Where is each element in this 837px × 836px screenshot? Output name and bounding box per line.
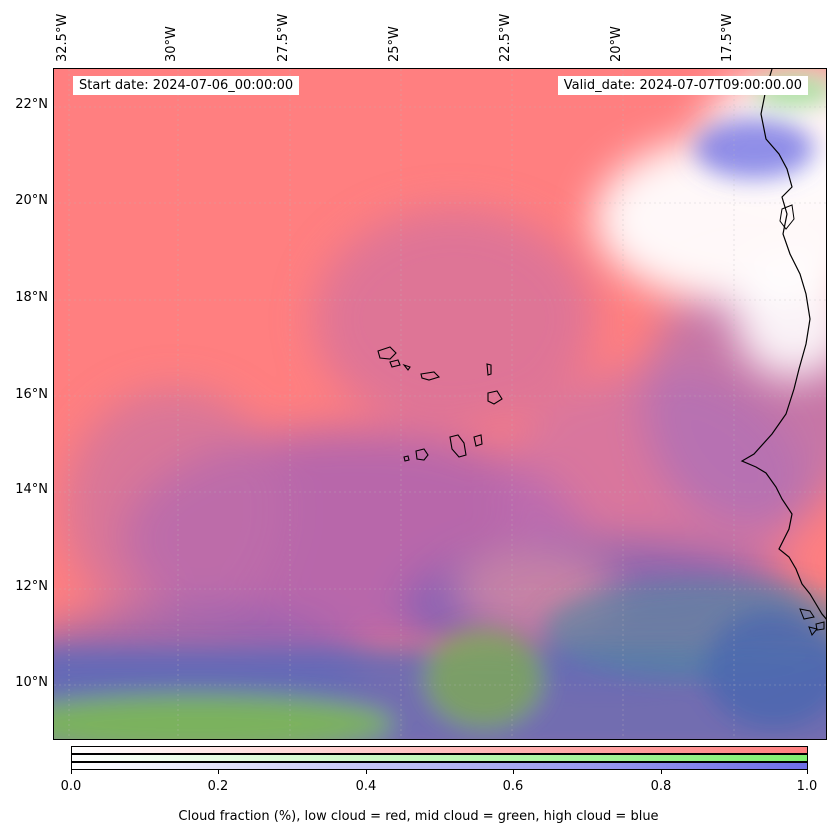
coast-bijagos	[799, 608, 825, 636]
start-date-label: Start date: 2024-07-06_00:00:00	[73, 76, 300, 95]
colorbar-label-1: 0.2	[207, 779, 229, 794]
island-santiago	[449, 434, 467, 458]
cloud-fraction-map	[53, 68, 827, 740]
colorbar-high-cloud	[71, 762, 808, 770]
lat-label-14n: 14°N	[15, 482, 48, 497]
island-sao-nicolau	[420, 371, 441, 381]
lat-label-22n: 22°N	[15, 97, 48, 112]
lon-label-17-5w: 17.5°W	[720, 13, 735, 62]
colorbar-label-5: 1.0	[796, 779, 818, 794]
lon-label-27-5w: 27.5°W	[276, 13, 291, 62]
lon-label-30w: 30°W	[164, 26, 179, 62]
island-fogo	[415, 448, 429, 461]
valid-date-label: Valid_date: 2024-07-07T09:00:00.00	[557, 76, 808, 95]
island-brava	[403, 455, 410, 462]
lon-label-32-5w: 32.5°W	[55, 13, 70, 62]
gridlines	[54, 69, 826, 739]
colorbar-tick-5	[807, 770, 808, 774]
island-santo-antao	[377, 346, 397, 360]
colorbar-label-0: 0.0	[60, 779, 82, 794]
island-boa-vista	[487, 390, 503, 405]
coast-islands-north	[779, 204, 795, 230]
lat-label-10n: 10°N	[15, 675, 48, 690]
lat-label-12n: 12°N	[15, 579, 48, 594]
island-maio	[473, 434, 483, 447]
colorbar-mid-cloud	[71, 754, 808, 762]
lat-label-18n: 18°N	[15, 290, 48, 305]
colorbar-low-cloud	[71, 746, 808, 754]
lon-label-25w: 25°W	[387, 26, 402, 62]
colorbar-tick-1	[218, 770, 219, 774]
map-canvas	[54, 69, 826, 739]
southern-cloud-band	[54, 579, 826, 739]
island-sal	[486, 363, 492, 376]
african-coastline	[740, 69, 826, 620]
lon-label-20w: 20°W	[609, 26, 624, 62]
colorbar-label-3: 0.6	[502, 779, 524, 794]
colorbar-caption: Cloud fraction (%), low cloud = red, mid…	[178, 809, 659, 824]
colorbar-tick-0	[71, 770, 72, 774]
island-sao-vicente	[389, 359, 401, 368]
lon-label-22-5w: 22.5°W	[498, 13, 513, 62]
colorbar-label-4: 0.8	[650, 779, 672, 794]
colorbar-tick-2	[366, 770, 367, 774]
colorbar-tick-4	[661, 770, 662, 774]
colorbar-label-2: 0.4	[355, 779, 377, 794]
lat-label-20n: 20°N	[15, 193, 48, 208]
colorbar-tick-3	[513, 770, 514, 774]
lat-label-16n: 16°N	[15, 387, 48, 402]
cape-verde-islands	[377, 346, 503, 462]
island-santa-luzia	[402, 363, 411, 371]
